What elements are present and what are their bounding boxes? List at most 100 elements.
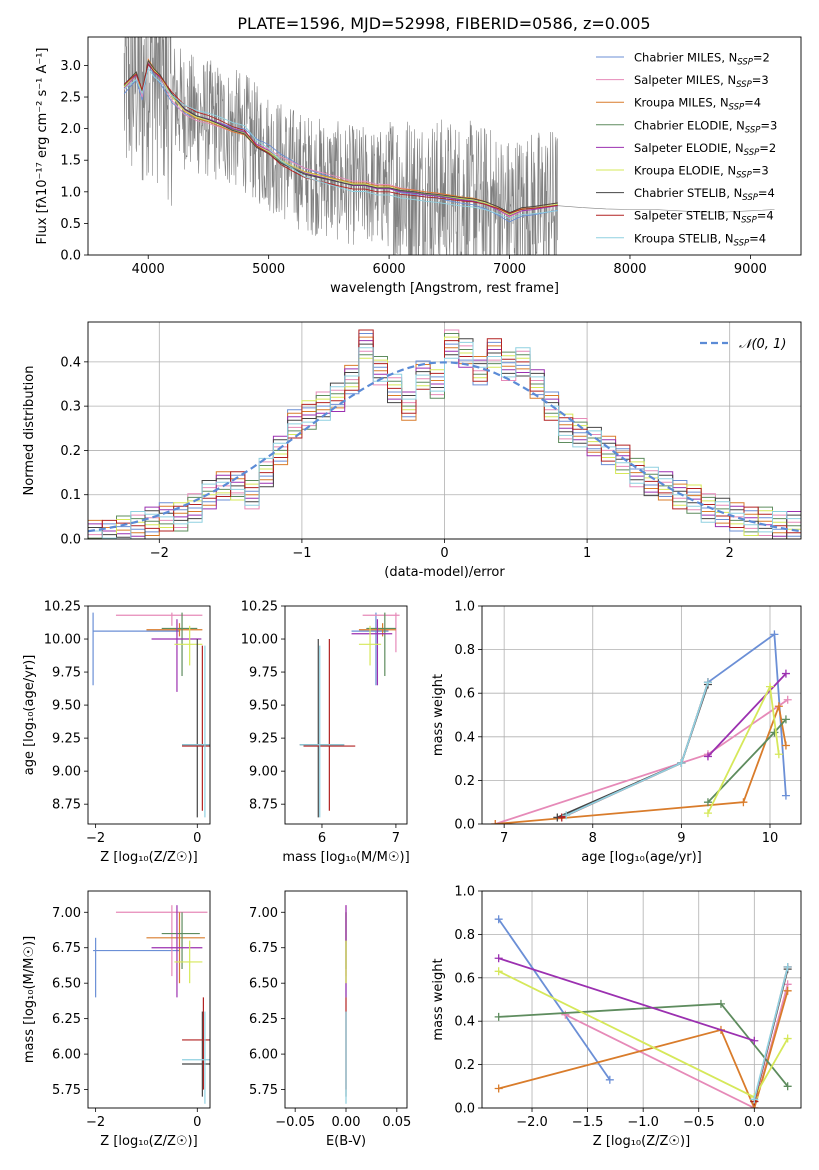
mass-weight-marker: [494, 1084, 503, 1093]
residuals-frame: [87, 321, 802, 540]
residuals-xtick-label: 0: [440, 546, 448, 561]
residuals-xlabel: (data-model)/error: [384, 565, 505, 580]
mass-weight-marker: [703, 809, 712, 818]
mass-weight-marker: [494, 954, 503, 963]
mass-vs-ebv-ytick-label: 6.25: [249, 1012, 278, 1027]
mass-weight-vs-age-ytick-label: 0.2: [454, 774, 475, 789]
mass-vs-ebv-ytick-label: 7.00: [249, 906, 278, 921]
age-vs-mass-xtick-label: 6: [318, 831, 326, 846]
mass-weight-line: [565, 984, 789, 1108]
mass-weight-vs-age-xtick-label: 8: [589, 831, 597, 846]
mass-weight-marker: [557, 813, 566, 822]
mass-vs-ebv-ytick-label: 6.50: [249, 977, 278, 992]
residuals-xtick-label: 2: [726, 546, 734, 561]
mass-weight-marker: [765, 682, 774, 691]
residuals-ytick-label: 0.0: [60, 533, 81, 548]
spectrum-plot-area: [123, 37, 775, 255]
mass-weight-marker: [783, 695, 792, 704]
age-vs-mass-ytick-label: 8.75: [249, 798, 278, 813]
mass-weight-marker: [750, 1036, 759, 1045]
mass-weight-marker: [739, 798, 748, 807]
mass-vs-z-axes: −2 0 5.75 6.00 6.25 6.50 6.75 7.00 Z [log₁₀(Z/Z☉…: [22, 890, 211, 1149]
age-vs-mass-axes: 6 7 8.75 9.00 9.25 9.50 9.75 10.00 10.25 mass [lo…: [241, 600, 410, 866]
age-vs-z-ylabel: age [log₁₀(age/yr)]: [22, 655, 37, 776]
age-vs-mass-xlabel: mass [log₁₀(M/M☉)]: [282, 850, 409, 865]
residuals-ylabel: Normed distribution: [22, 366, 37, 496]
mass-weight-marker: [561, 1010, 570, 1019]
spectrum-xlabel: wavelength [Angstrom, rest frame]: [330, 281, 559, 296]
mass-weight-marker: [783, 986, 792, 995]
mass-weight-vs-z-xtick-label: −1.0: [627, 1115, 659, 1130]
mass-weight-vs-z-ytick-label: 0.8: [454, 928, 475, 943]
residuals-ytick-label: 0.2: [60, 444, 81, 459]
mass-weight-vs-z-frame: [481, 890, 802, 1109]
mass-weight-vs-z-ytick-label: 0.6: [454, 971, 475, 986]
mass-vs-z-ytick-label: 6.75: [52, 941, 81, 956]
mass-weight-vs-age-ytick-label: 0.4: [454, 730, 475, 745]
figure-title: PLATE=1596, MJD=52998, FIBERID=0586, z=0…: [237, 14, 650, 33]
mass-weight-vs-age-ytick-label: 1.0: [454, 600, 475, 615]
spectrum-xtick-label: 6000: [373, 262, 406, 277]
mass-weight-marker: [781, 741, 790, 750]
legend-label: Chabrier MILES, NSSP=2: [634, 51, 770, 68]
mass-vs-z-plot-area: [93, 905, 210, 1104]
legend-label: 𝒩(0, 1): [739, 337, 786, 352]
mass-weight-vs-age-frame: [481, 605, 802, 825]
mass-weight-line: [498, 957, 755, 1042]
spectrum-ytick-label: 3.0: [60, 59, 81, 74]
spectrum-ytick-label: 0.5: [60, 217, 81, 232]
spectrum-ytick-label: 1.0: [60, 185, 81, 200]
age-vs-mass-ytick-label: 9.50: [249, 699, 278, 714]
age-vs-z-xtick-label: −2: [86, 831, 105, 846]
mass-vs-z-ytick-label: 6.50: [52, 977, 81, 992]
residuals-xtick-label: −2: [150, 546, 169, 561]
legend-label: Salpeter ELODIE, NSSP=2: [634, 141, 776, 158]
mass-weight-vs-z-ytick-label: 0.2: [454, 1058, 475, 1073]
age-vs-mass-ytick-label: 10.00: [241, 633, 278, 648]
age-vs-mass-xtick-label: 7: [392, 831, 400, 846]
mass-vs-ebv-xtick-label: 0.00: [332, 1115, 361, 1130]
residuals-ytick-label: 0.3: [60, 400, 81, 415]
age-vs-mass-plot-area: [299, 612, 400, 818]
mass-weight-marker: [783, 1034, 792, 1043]
mass-weight-vs-z-xtick-label: −2.0: [516, 1115, 548, 1130]
mass-vs-ebv-xtick-label: −0.05: [275, 1115, 315, 1130]
age-vs-z-ytick-label: 8.75: [52, 798, 81, 813]
legend-label: Kroupa STELIB, NSSP=4: [634, 231, 766, 248]
age-vs-z-plot-area: [92, 612, 210, 818]
mass-vs-z-ytick-label: 6.25: [52, 1012, 81, 1027]
spectrum-xtick-label: 4000: [132, 262, 165, 277]
mass-weight-marker: [781, 715, 790, 724]
residuals-legend: 𝒩(0, 1): [700, 337, 786, 352]
mass-weight-marker: [716, 999, 725, 1008]
legend-label: Kroupa MILES, NSSP=4: [634, 96, 761, 113]
age-vs-z-ytick-label: 9.25: [52, 732, 81, 747]
age-vs-z-xlabel: Z [log₁₀(Z/Z☉)]: [100, 850, 197, 865]
legend-label: Salpeter STELIB, NSSP=4: [634, 209, 774, 226]
spectrum-xtick-label: 7000: [493, 262, 526, 277]
mass-weight-vs-z-xtick-label: −1.5: [572, 1115, 604, 1130]
mass-vs-z-xtick-label: 0: [193, 1115, 201, 1130]
spectrum-xtick-label: 8000: [613, 262, 646, 277]
mass-weight-vs-age-ytick-label: 0.0: [454, 818, 475, 833]
mass-weight-vs-age-ytick-label: 0.8: [454, 643, 475, 658]
age-vs-mass-ytick-label: 9.00: [249, 765, 278, 780]
mass-weight-marker: [774, 750, 783, 759]
residuals-xtick-label: 1: [583, 546, 591, 561]
age-vs-z-xtick-label: 0: [193, 831, 201, 846]
spectrum-observed-line: [123, 37, 775, 255]
spectrum-legend: Chabrier MILES, NSSP=2 Salpeter MILES, NS…: [596, 51, 777, 248]
mass-weight-vs-age-ytick-label: 0.6: [454, 687, 475, 702]
residuals-ytick-label: 0.1: [60, 488, 81, 503]
mass-vs-ebv-xtick-label: 0.05: [382, 1115, 411, 1130]
spectrum-frame: [87, 36, 802, 256]
mass-weight-vs-z-ytick-label: 0.4: [454, 1015, 475, 1030]
mass-weight-vs-z-xlabel: Z [log₁₀(Z/Z☉)]: [593, 1134, 690, 1149]
mass-weight-vs-z-xtick-label: −0.5: [683, 1115, 715, 1130]
spectrum-ytick-label: 0.0: [60, 249, 81, 264]
mass-vs-z-ytick-label: 7.00: [52, 906, 81, 921]
gaussian-reference-line: [88, 361, 801, 533]
age-vs-z-ytick-label: 9.50: [52, 699, 81, 714]
mass-vs-ebv-axes: −0.05 0.00 0.05 5.75 6.00 6.25 6.50 6.75 7.00 E(B…: [249, 890, 411, 1149]
